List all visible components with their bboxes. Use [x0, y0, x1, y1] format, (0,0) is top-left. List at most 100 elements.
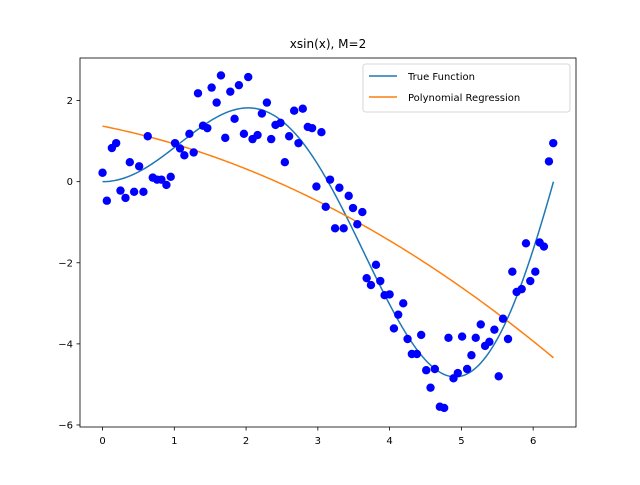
data-point	[166, 172, 175, 182]
data-point	[467, 351, 476, 360]
data-point	[289, 106, 299, 115]
x-tick-label: 3	[315, 436, 321, 447]
data-point	[317, 128, 326, 137]
chart-title: xsin(x), M=2	[290, 37, 366, 51]
data-point	[348, 203, 358, 213]
plot-series-group	[98, 71, 558, 413]
data-point	[280, 158, 290, 167]
data-point	[471, 333, 480, 342]
y-tick-label: −4	[58, 339, 73, 350]
data-point	[366, 280, 376, 290]
data-point	[453, 368, 462, 378]
data-point	[203, 123, 212, 133]
data-point	[307, 123, 317, 133]
data-point	[490, 325, 499, 334]
data-point	[284, 132, 294, 141]
data-point	[399, 299, 408, 308]
x-tick-label: 0	[99, 436, 105, 447]
data-point	[325, 175, 335, 184]
data-point	[498, 314, 508, 323]
data-point	[526, 276, 535, 286]
data-point	[111, 138, 121, 148]
data-point	[539, 242, 549, 251]
y-tick-label: −6	[58, 420, 73, 431]
data-point	[394, 310, 403, 319]
data-point	[371, 260, 381, 269]
data-point	[403, 334, 412, 344]
data-point	[162, 180, 171, 190]
x-tick-label: 6	[530, 436, 536, 447]
data-point	[207, 83, 216, 92]
data-point	[312, 182, 321, 191]
data-point	[276, 118, 285, 128]
legend-label-polynomial-regression: Polynomial Regression	[408, 93, 520, 104]
data-point	[175, 144, 185, 153]
data-point	[266, 134, 276, 144]
x-tick-label: 4	[386, 436, 392, 447]
legend-label-true-function: True Function	[407, 72, 475, 83]
legend: True Function Polynomial Regression	[362, 63, 571, 113]
data-point	[139, 187, 148, 197]
data-point	[298, 104, 307, 113]
data-point	[98, 168, 107, 177]
data-point	[508, 267, 517, 276]
data-point	[253, 130, 262, 140]
data-point	[294, 138, 303, 148]
data-point	[476, 320, 485, 329]
data-point	[412, 349, 422, 359]
data-point	[485, 337, 494, 347]
data-point	[234, 80, 244, 90]
data-point	[221, 133, 230, 143]
data-point	[389, 324, 399, 333]
legend-box-group: True Function Polynomial Regression	[362, 63, 571, 113]
x-tick-label: 2	[243, 436, 249, 447]
data-point	[262, 98, 272, 107]
data-point	[335, 183, 344, 192]
data-point	[230, 114, 239, 124]
x-tick-label: 1	[171, 436, 177, 447]
data-point	[125, 158, 135, 167]
x-tick-label: 5	[458, 436, 464, 447]
data-point	[353, 220, 362, 229]
data-point	[385, 290, 394, 299]
axes-frame	[79, 57, 577, 428]
data-point	[444, 333, 453, 342]
data-point	[531, 267, 540, 276]
data-point	[358, 207, 367, 217]
y-tick-label: 0	[67, 177, 73, 188]
data-point	[134, 162, 144, 171]
data-point	[422, 366, 431, 375]
data-point	[189, 148, 198, 157]
data-point	[544, 157, 554, 166]
data-point	[121, 193, 130, 203]
data-point	[376, 276, 385, 286]
data-point	[157, 175, 166, 184]
data-point	[457, 332, 467, 341]
data-point	[143, 132, 152, 141]
data-point	[416, 330, 426, 340]
data-point	[170, 138, 180, 148]
data-point	[244, 72, 253, 82]
data-point	[185, 129, 194, 139]
data-point	[344, 191, 353, 201]
data-point	[193, 89, 203, 98]
data-point	[212, 98, 221, 107]
data-point	[430, 364, 440, 374]
data-point	[426, 383, 435, 392]
data-point	[180, 151, 189, 160]
data-point	[494, 372, 503, 381]
data-point	[216, 71, 226, 80]
y-tick-label: 2	[67, 96, 73, 107]
data-point	[257, 109, 267, 118]
data-point	[226, 87, 235, 96]
data-point	[439, 403, 449, 413]
data-point	[462, 364, 472, 374]
data-point	[129, 187, 139, 197]
legend-box	[362, 63, 571, 113]
y-tick-label: −2	[58, 258, 73, 269]
data-point	[517, 284, 526, 294]
data-point	[521, 239, 531, 248]
data-point	[549, 138, 558, 148]
